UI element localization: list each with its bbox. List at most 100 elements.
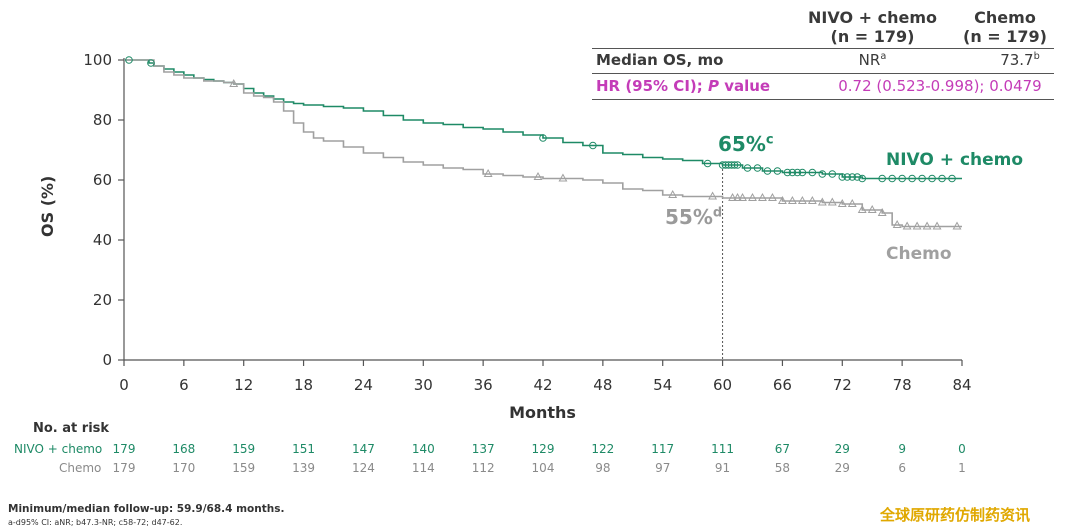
censor-mark-chemo — [912, 221, 922, 230]
censor-mark-chemo — [728, 192, 737, 201]
median-os-nivo-value: NR — [858, 51, 881, 69]
censor-mark-chemo — [708, 191, 718, 200]
hr-value: 0.72 (0.523-0.998); 0.0479 — [838, 77, 1042, 95]
censor-mark-chemo — [807, 195, 817, 204]
censor-mark-nivo — [703, 159, 712, 168]
risk-value: 170 — [172, 461, 196, 475]
risk-value: 179 — [112, 442, 136, 456]
censor-mark-nivo — [793, 168, 802, 177]
censor-mark-nivo — [783, 168, 792, 177]
y-axis-title: OS (%) — [38, 175, 57, 237]
censor-mark-nivo — [743, 164, 752, 172]
risk-value: 67 — [774, 442, 791, 456]
censor-mark-chemo — [229, 78, 239, 87]
censor-mark-nivo — [788, 168, 797, 177]
censor-mark-chemo — [827, 197, 837, 206]
chart-censors — [125, 56, 962, 230]
risk-value: 111 — [711, 442, 735, 456]
censor-mark-nivo — [858, 174, 867, 183]
censor-mark-nivo — [918, 174, 926, 183]
chart-curves — [124, 59, 962, 228]
risk-row-label-nivo: NIVO + chemo — [14, 442, 103, 456]
chemo-series-label: Chemo — [886, 244, 952, 264]
censor-mark-chemo — [847, 198, 857, 207]
censor-mark-chemo — [857, 204, 867, 213]
nivo-65-annotation: 65%c — [718, 132, 774, 156]
censor-mark-chemo — [483, 168, 493, 177]
censor-mark-nivo — [898, 174, 906, 183]
censor-mark-nivo — [763, 167, 772, 175]
risk-value: 29 — [834, 461, 850, 475]
curve-chemo — [124, 59, 962, 228]
watermark-text: 全球原研药仿制药资讯 — [880, 506, 1031, 524]
censor-mark-chemo — [797, 195, 807, 204]
risk-value: 124 — [351, 461, 375, 475]
x-tick-label: 42 — [533, 376, 552, 394]
censor-mark-chemo — [668, 189, 678, 198]
nivo-series-label: NIVO + chemo — [886, 150, 1024, 170]
hr-label-p: P — [707, 77, 719, 95]
x-tick-label: 60 — [713, 376, 732, 394]
risk-value: 98 — [595, 461, 611, 475]
median-os-nivo-sup: a — [880, 51, 887, 62]
table-bottom-rule — [592, 99, 1054, 100]
risk-value: 159 — [232, 442, 256, 456]
risk-value: 129 — [531, 442, 555, 456]
risk-value: 151 — [292, 442, 316, 456]
median-os-chemo: 73.7b — [985, 51, 1055, 69]
censor-mark-nivo — [843, 173, 852, 181]
censor-mark-chemo — [817, 197, 827, 206]
nivo-pct-value: 65% — [718, 132, 766, 156]
censor-mark-nivo — [928, 174, 936, 183]
censor-mark-nivo — [808, 168, 817, 177]
risk-value: 97 — [655, 461, 671, 475]
risk-value: 179 — [112, 461, 136, 475]
censor-mark-chemo — [952, 221, 962, 230]
x-tick-label: 36 — [474, 376, 493, 394]
x-tick-label: 30 — [414, 376, 433, 394]
hr-label-b: value — [718, 77, 771, 95]
censor-mark-chemo — [768, 192, 777, 201]
censor-mark-nivo — [888, 174, 896, 183]
censor-mark-chemo — [558, 173, 568, 182]
risk-value: 139 — [292, 461, 316, 475]
median-os-label: Median OS, mo — [596, 51, 724, 69]
censor-mark-nivo — [753, 164, 762, 172]
chemo-55-annotation: 55%d — [665, 205, 722, 229]
risk-value: 140 — [411, 442, 435, 456]
risk-value: 0 — [958, 442, 966, 456]
footnote-followup: Minimum/median follow-up: 59.9/68.4 mont… — [8, 503, 285, 515]
censor-mark-nivo — [818, 170, 827, 178]
censor-mark-chemo — [902, 221, 912, 230]
censor-mark-nivo — [721, 161, 730, 169]
censor-mark-nivo — [733, 161, 742, 169]
censor-mark-nivo — [878, 174, 886, 183]
censor-mark-chemo — [867, 204, 877, 213]
median-os-chemo-sup: b — [1033, 51, 1040, 62]
risk-table-title: No. at risk — [33, 421, 110, 436]
x-tick-label: 72 — [833, 376, 852, 394]
x-tick-label: 84 — [952, 376, 971, 394]
censor-mark-nivo — [718, 161, 727, 169]
risk-value: 114 — [411, 461, 435, 475]
risk-value: 29 — [834, 442, 850, 456]
censor-mark-chemo — [777, 195, 787, 204]
censor-mark-nivo — [125, 56, 133, 64]
hr-label: HR (95% CI); P value — [596, 77, 770, 95]
x-tick-label: 18 — [294, 376, 313, 394]
risk-value: 6 — [898, 461, 906, 475]
risk-value: 112 — [471, 461, 495, 475]
censor-mark-chemo — [758, 192, 767, 201]
table-mid-rule — [592, 73, 1054, 74]
col-header-chemo-line1: Chemo — [974, 8, 1036, 27]
col-header-nivo: NIVO + chemo (n = 179) — [800, 8, 945, 46]
censor-mark-chemo — [787, 195, 797, 204]
nivo-pct-sup: c — [765, 132, 774, 148]
censor-mark-nivo — [727, 161, 736, 169]
y-tick-label: 40 — [93, 231, 112, 249]
censor-mark-nivo — [798, 168, 807, 177]
x-tick-label: 48 — [593, 376, 612, 394]
y-tick-label: 0 — [102, 351, 112, 369]
col-header-nivo-line2: (n = 179) — [830, 27, 915, 46]
risk-value: 9 — [898, 442, 906, 456]
